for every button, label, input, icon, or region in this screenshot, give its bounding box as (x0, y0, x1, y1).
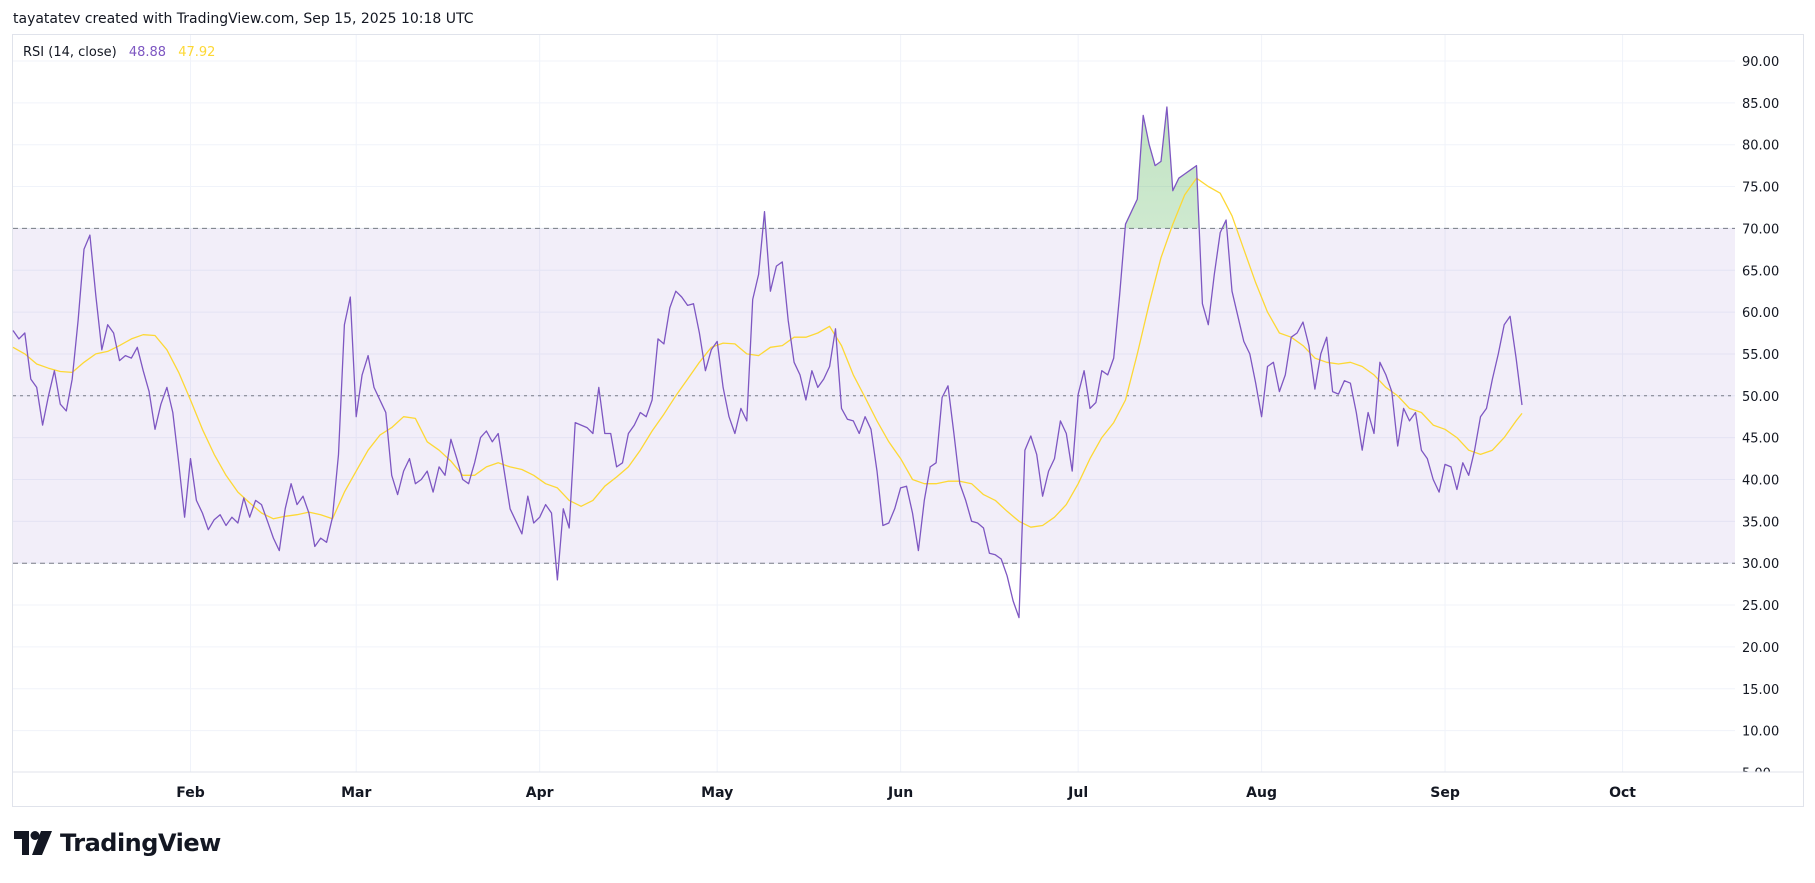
tradingview-logo-icon (14, 831, 52, 855)
y-tick-label: 70.00 (1742, 222, 1779, 237)
time-axis: Feb Mar Apr May Jun Jul Aug Sep Oct (13, 771, 1804, 801)
y-tick-label: 90.00 (1742, 55, 1779, 70)
chart-frame (12, 34, 1804, 807)
y-tick-label: 40.00 (1742, 474, 1779, 489)
overbought-fill (762, 107, 1227, 229)
x-tick-label: Sep (1430, 785, 1460, 801)
tradingview-wordmark: TradingView (60, 829, 221, 857)
y-tick-label: 20.00 (1742, 641, 1779, 656)
rsi-band (13, 227, 1735, 564)
y-tick-label: 25.00 (1742, 599, 1779, 614)
y-tick-label: 15.00 (1742, 683, 1779, 698)
y-tick-label: 30.00 (1742, 557, 1779, 572)
chart-caption: tayatatev created with TradingView.com, … (13, 11, 474, 27)
y-tick-label: 45.00 (1742, 432, 1779, 447)
x-tick-label: May (701, 785, 733, 801)
price-axis: 90.00 85.00 80.00 75.00 70.00 65.00 60.00 55.00… (1742, 55, 1779, 781)
y-tick-label: 10.00 (1742, 725, 1779, 740)
x-tick-label: Feb (176, 785, 205, 801)
y-tick-label: 50.00 (1742, 390, 1779, 405)
y-tick-label: 65.00 (1742, 264, 1779, 279)
x-tick-label: Aug (1246, 785, 1277, 801)
y-tick-label: 35.00 (1742, 515, 1779, 530)
ma-value: 47.92 (178, 45, 216, 60)
y-tick-label: 55.00 (1742, 348, 1779, 363)
x-tick-label: Jul (1067, 785, 1088, 801)
x-tick-label: Apr (526, 785, 554, 801)
y-tick-label: 80.00 (1742, 139, 1779, 154)
tradingview-logo[interactable]: TradingView (14, 829, 221, 857)
rsi-value: 48.88 (128, 45, 167, 60)
x-tick-label: Oct (1609, 785, 1636, 801)
y-tick-label: 60.00 (1742, 306, 1779, 321)
y-tick-label: 85.00 (1742, 97, 1779, 112)
y-tick-label: 5.00 (1742, 766, 1771, 781)
overbought-area (762, 107, 1227, 229)
rsi-line (12, 106, 1523, 619)
y-tick-label: 75.00 (1742, 181, 1779, 196)
indicator-name: RSI (14, close) (23, 45, 117, 60)
series-lines (12, 106, 1523, 619)
x-tick-label: Mar (341, 785, 371, 801)
x-tick-label: Jun (887, 785, 913, 801)
indicator-legend[interactable]: RSI (14, close) 48.88 47.92 (23, 45, 215, 60)
